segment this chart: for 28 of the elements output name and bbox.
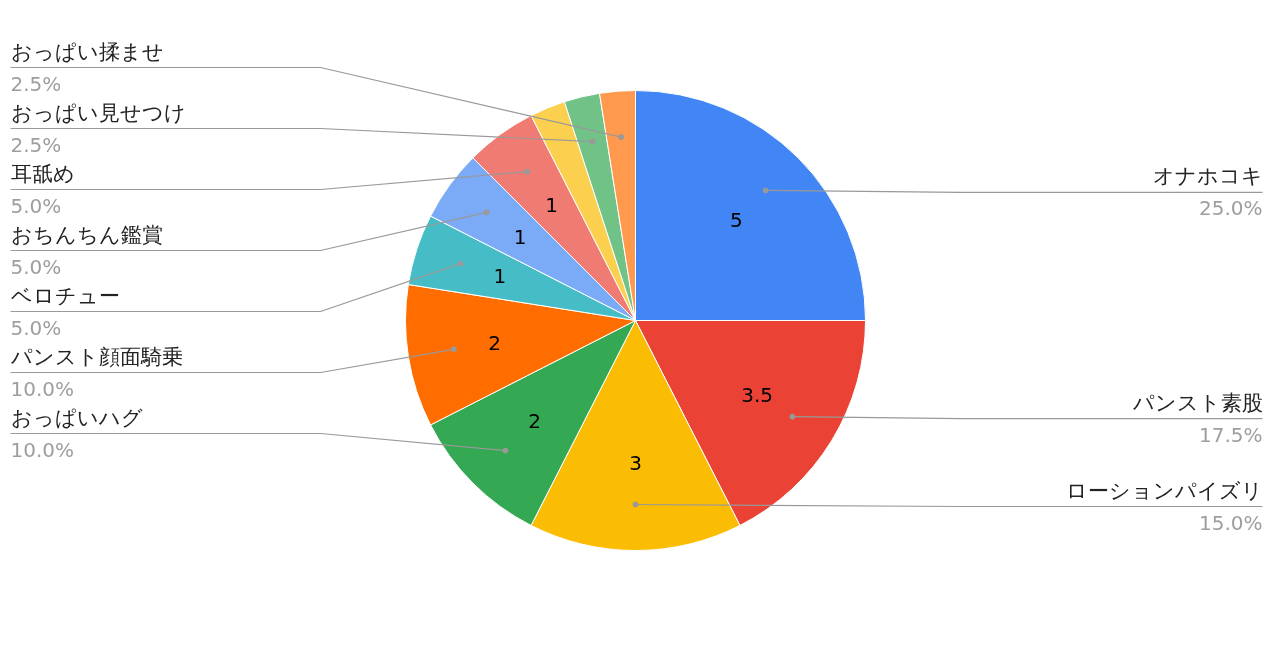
data-label: 2 [488,330,502,355]
slice-label: ローションパイズリ [1065,478,1263,503]
slice-label: 耳舐め [10,161,75,186]
data-label: 1 [545,193,559,218]
text: 2.5% [10,132,62,157]
slice-label: パンスト素股 [1131,390,1263,415]
slice-label: おっぱいハグ [10,405,143,430]
data-label: 3 [629,451,642,476]
text: 15.0% [1198,510,1263,535]
text: 5.0% [10,315,62,340]
text: 10.0% [10,437,75,462]
slice-label: おちんちん鑑賞 [10,222,163,247]
text: 25.0% [1198,196,1263,221]
slice-label: ベロチュー [10,283,120,308]
data-label: 1 [513,224,527,249]
data-label: 3.5 [741,383,773,408]
text: 10.0% [10,376,75,401]
data-label: 2 [528,409,542,434]
data-label: 1 [493,264,507,289]
slice-label: オナホコキ [1152,164,1263,189]
data-label: 5 [729,207,743,232]
slice-label: パンスト顔面騎乗 [9,344,183,369]
text: 17.5% [1198,422,1263,447]
slice-label: おっぱい見せつけ [10,100,186,125]
text: 5.0% [10,254,62,279]
text: 2.5% [10,71,62,96]
text: 5.0% [10,193,62,218]
slice-label: おっぱい揉ませ [10,39,164,64]
